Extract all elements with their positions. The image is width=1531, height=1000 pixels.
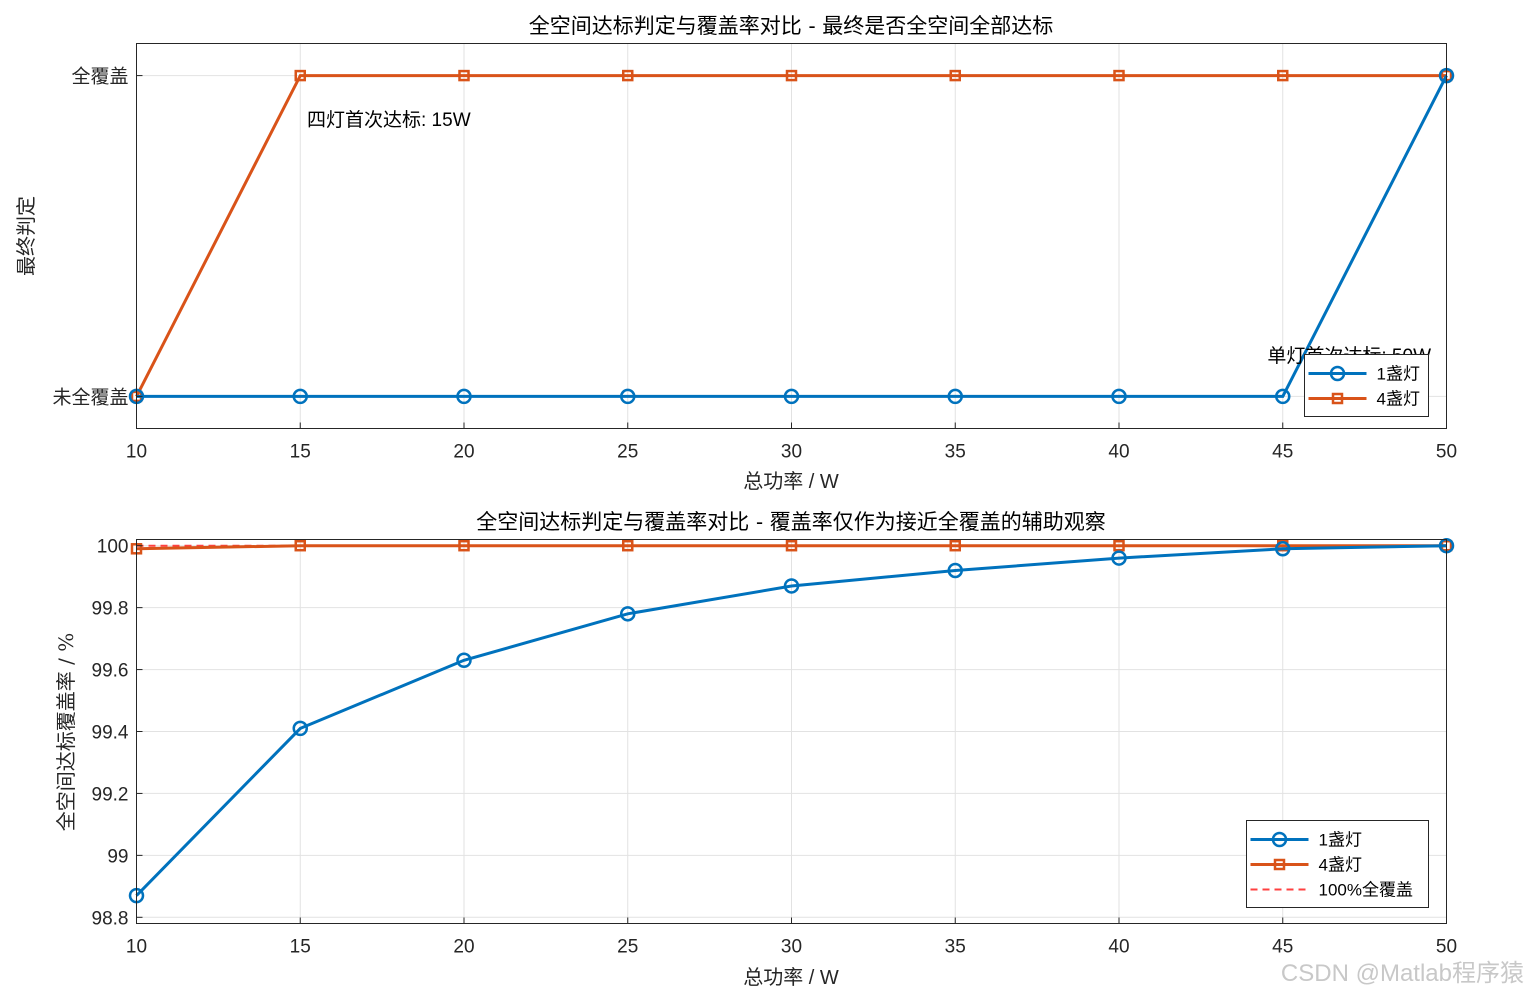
y-tick-label: 99.2 <box>92 784 129 805</box>
series-line <box>136 74 1448 398</box>
series-line <box>135 74 1447 398</box>
y-axis-label: 全空间达标覆盖率 / % <box>54 633 78 831</box>
x-axis-label: 总功率 / W <box>743 470 839 493</box>
data-point <box>947 562 963 579</box>
legend-marker <box>1271 831 1288 848</box>
x-tick-label: 20 <box>453 442 474 463</box>
series-line <box>136 544 1447 551</box>
x-axis-label: 总功率 / W <box>743 966 839 989</box>
series-layer <box>128 537 1455 904</box>
data-point <box>1275 388 1291 405</box>
axis-ticks: 10 15 20 25 30 35 40 45 50 未全覆盖 全覆盖 <box>52 66 1457 463</box>
data-point <box>292 720 308 737</box>
x-tick-label: 45 <box>1272 937 1293 958</box>
x-tick-label: 10 <box>126 937 147 958</box>
y-tick-label: 99.8 <box>92 599 129 620</box>
data-point <box>1113 539 1125 552</box>
legend-marker <box>1273 858 1286 871</box>
x-tick-label: 30 <box>781 937 802 958</box>
y-tick-label: 99 <box>107 846 128 867</box>
chart-top: 10 15 20 25 30 35 40 45 50 未全覆盖 全覆盖 全空间达标判定与覆盖率对比 … <box>14 14 1457 493</box>
data-point <box>620 606 636 622</box>
y-tick-label: 全覆盖 <box>71 66 128 88</box>
x-tick-label: 35 <box>945 442 966 463</box>
data-point <box>947 388 963 405</box>
grid <box>136 43 1447 429</box>
x-tick-label: 15 <box>290 442 311 463</box>
legend-marker <box>1331 392 1344 405</box>
x-tick-label: 15 <box>290 937 311 958</box>
y-tick-label: 98.8 <box>92 908 129 929</box>
chart-title: 全空间达标判定与覆盖率对比 - 覆盖率仅作为接近全覆盖的辅助观察 <box>476 510 1105 534</box>
chart-title: 全空间达标判定与覆盖率对比 - 最终是否全空间全部达标 <box>529 14 1053 38</box>
legend: 1盏灯 4盏灯 100%全覆盖 <box>1246 820 1429 908</box>
data-point <box>292 388 308 405</box>
data-point <box>1275 541 1291 557</box>
y-tick-label: 100 <box>97 537 129 558</box>
legend-label: 100%全覆盖 <box>1319 881 1413 900</box>
data-point <box>458 69 470 82</box>
legend-box <box>1304 354 1429 417</box>
data-point <box>294 69 306 82</box>
data-point <box>458 539 470 552</box>
data-point <box>783 578 800 594</box>
x-tick-label: 45 <box>1272 442 1293 463</box>
y-tick-label: 未全覆盖 <box>52 386 128 408</box>
legend-label: 1盏灯 <box>1377 365 1420 384</box>
y-tick-label: 99.6 <box>92 661 129 682</box>
x-tick-label: 25 <box>617 937 638 958</box>
y-axis-label: 最终判定 <box>14 196 38 276</box>
data-point <box>1277 69 1289 82</box>
x-tick-label: 10 <box>126 442 147 463</box>
x-tick-label: 50 <box>1436 442 1457 463</box>
data-point <box>785 69 798 82</box>
x-tick-label: 30 <box>781 442 802 463</box>
data-point <box>1111 550 1127 566</box>
data-point <box>949 539 961 552</box>
watermark: CSDN @Matlab程序猿 <box>1281 960 1524 987</box>
x-tick-label: 50 <box>1436 937 1457 958</box>
data-point <box>620 388 636 405</box>
data-point <box>456 652 472 669</box>
x-tick-label: 40 <box>1108 937 1129 958</box>
data-point <box>785 539 798 552</box>
x-tick-label: 40 <box>1108 442 1129 463</box>
x-tick-label: 35 <box>945 937 966 958</box>
axis-ticks: 10 15 20 25 30 35 40 45 50 98.8 99 99.2 99.4 99.6 99.8… <box>92 537 1458 958</box>
data-point <box>783 388 800 405</box>
x-tick-label: 25 <box>617 442 638 463</box>
data-point <box>622 539 634 552</box>
data-point <box>622 69 634 82</box>
y-tick-label: 99.4 <box>92 723 129 744</box>
data-point <box>1113 69 1125 82</box>
legend-label: 4盏灯 <box>1377 390 1420 409</box>
legend-marker <box>1329 365 1346 382</box>
series-line <box>135 544 1447 897</box>
data-point <box>1111 388 1127 405</box>
legend-label: 1盏灯 <box>1319 831 1362 850</box>
legend-label: 4盏灯 <box>1319 856 1362 875</box>
chart-bottom: 10 15 20 25 30 35 40 45 50 98.8 99 99.2 99.4 99.6 99.8… <box>54 510 1457 989</box>
x-tick-label: 20 <box>453 937 474 958</box>
data-point <box>456 388 472 405</box>
annotation-4-lamp: 四灯首次达标: 15W <box>307 109 471 131</box>
data-point <box>949 69 961 82</box>
data-point <box>294 539 306 552</box>
